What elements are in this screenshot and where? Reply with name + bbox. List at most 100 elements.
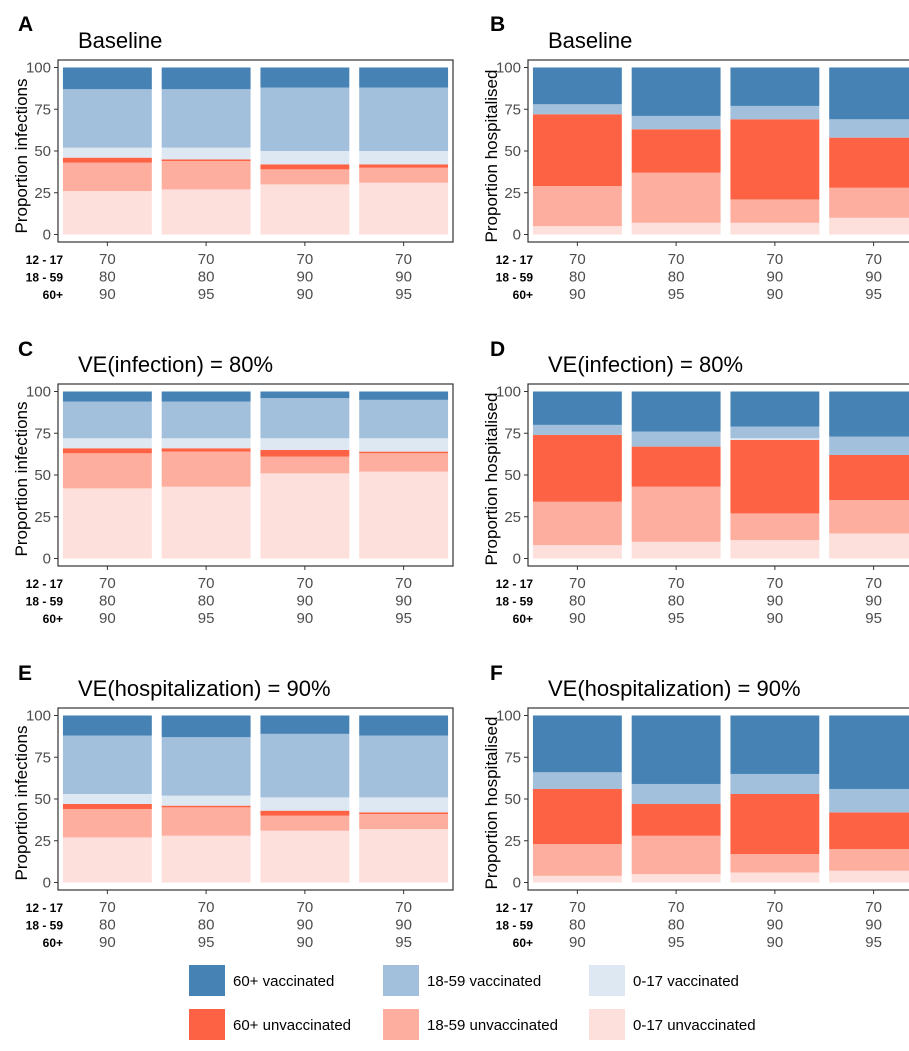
plot-border bbox=[527, 59, 909, 243]
bar-segment-60-vaccinated bbox=[730, 715, 820, 774]
y-axis-label-c: Proportion infections bbox=[12, 402, 31, 557]
bar-segment-0-17-vaccinated bbox=[161, 438, 251, 449]
coverage-label: 80 bbox=[668, 917, 685, 934]
bar-segment-18-59-vaccinated bbox=[730, 773, 820, 794]
bar-segment-60-unvaccinated bbox=[532, 434, 622, 502]
legend-label: 0-17 unvaccinated bbox=[633, 1017, 756, 1034]
coverage-label: 70 bbox=[569, 575, 586, 592]
bar-segment-0-17-unvaccinated bbox=[532, 226, 622, 235]
bar-segment-18-59-vaccinated bbox=[161, 401, 251, 439]
age-group-label: 18 - 59 bbox=[496, 595, 534, 609]
legend-item-0-17-vaccinated: 0-17 vaccinated bbox=[589, 965, 739, 996]
coverage-label: 90 bbox=[395, 917, 412, 934]
bar-segment-18-59-unvaccinated bbox=[161, 451, 251, 487]
legend-swatch bbox=[383, 1009, 419, 1040]
bar-segment-60-vaccinated bbox=[730, 67, 820, 106]
age-group-label: 18 - 59 bbox=[26, 919, 64, 933]
bar-segment-60-vaccinated bbox=[62, 391, 152, 402]
bar-segment-60-vaccinated bbox=[829, 391, 909, 437]
bar-segment-60-unvaccinated bbox=[829, 812, 909, 850]
coverage-label: 70 bbox=[99, 899, 116, 916]
bar-segment-60-vaccinated bbox=[532, 67, 622, 105]
bar-segment-18-59-vaccinated bbox=[631, 783, 721, 805]
bar-segment-60-vaccinated bbox=[260, 715, 350, 734]
bar-segment-60-vaccinated bbox=[631, 715, 721, 784]
bar-segment-18-59-unvaccinated bbox=[829, 849, 909, 871]
coverage-label: 70 bbox=[198, 575, 215, 592]
coverage-label: 90 bbox=[99, 934, 116, 951]
y-axis-label-a: Proportion infections bbox=[12, 79, 31, 234]
y-tick-label: 25 bbox=[34, 185, 51, 202]
bar-segment-0-17-unvaccinated bbox=[532, 875, 622, 883]
legend-label: 60+ unvaccinated bbox=[233, 1017, 351, 1034]
coverage-label: 90 bbox=[865, 593, 882, 610]
bar-segment-0-17-vaccinated bbox=[730, 438, 820, 440]
bar-segment-0-17-unvaccinated bbox=[631, 222, 721, 235]
bar-segment-0-17-unvaccinated bbox=[260, 473, 350, 559]
legend-label: 18-59 unvaccinated bbox=[427, 1017, 558, 1034]
coverage-label: 90 bbox=[297, 593, 314, 610]
coverage-label: 80 bbox=[99, 593, 116, 610]
legend: 60+ vaccinated 18-59 vaccinated 0-17 vacci… bbox=[189, 965, 756, 1040]
coverage-label: 90 bbox=[767, 269, 784, 286]
y-tick-label: 0 bbox=[43, 227, 51, 244]
bar-segment-0-17-unvaccinated bbox=[62, 837, 152, 883]
y-tick-label: 75 bbox=[34, 425, 51, 442]
bar-segment-60-unvaccinated bbox=[161, 448, 251, 452]
age-group-label: 12 - 17 bbox=[26, 901, 64, 915]
chart-title-b: Baseline bbox=[548, 28, 632, 53]
plot-border bbox=[527, 383, 909, 567]
plot-border bbox=[57, 707, 454, 891]
age-group-label: 18 - 59 bbox=[26, 595, 64, 609]
plot-border bbox=[57, 59, 454, 243]
coverage-label: 70 bbox=[668, 575, 685, 592]
coverage-label: 70 bbox=[297, 251, 314, 268]
coverage-label: 80 bbox=[569, 917, 586, 934]
coverage-label: 90 bbox=[767, 934, 784, 951]
bar-segment-60-vaccinated bbox=[631, 67, 721, 116]
coverage-label: 95 bbox=[395, 610, 412, 627]
bar-segment-18-59-unvaccinated bbox=[631, 486, 721, 542]
chart-title-f: VE(hospitalization) = 90% bbox=[548, 676, 801, 701]
coverage-label: 80 bbox=[569, 593, 586, 610]
bar-segment-60-unvaccinated bbox=[829, 137, 909, 188]
y-tick-label: 50 bbox=[34, 467, 51, 484]
coverage-label: 80 bbox=[99, 269, 116, 286]
bar-segment-60-unvaccinated bbox=[260, 810, 350, 816]
bar-segment-0-17-vaccinated bbox=[260, 151, 350, 165]
legend-item-60-vaccinated: 60+ vaccinated bbox=[189, 965, 334, 996]
bar-segment-18-59-vaccinated bbox=[260, 398, 350, 439]
bar-segment-18-59-vaccinated bbox=[359, 399, 449, 439]
coverage-label: 70 bbox=[668, 251, 685, 268]
age-group-label: 60+ bbox=[513, 936, 533, 950]
legend-item-0-17-unvaccinated: 0-17 unvaccinated bbox=[589, 1009, 756, 1040]
bar-segment-60-unvaccinated bbox=[161, 805, 251, 808]
bar-segment-18-59-unvaccinated bbox=[829, 187, 909, 218]
y-tick-label: 75 bbox=[504, 425, 521, 442]
coverage-label: 80 bbox=[668, 593, 685, 610]
coverage-label: 70 bbox=[767, 575, 784, 592]
bar-segment-0-17-vaccinated bbox=[359, 797, 449, 813]
bar-segment-18-59-unvaccinated bbox=[260, 169, 350, 185]
bar-segment-0-17-unvaccinated bbox=[161, 189, 251, 235]
bar-segment-18-59-unvaccinated bbox=[62, 809, 152, 838]
coverage-label: 70 bbox=[865, 251, 882, 268]
bar-segment-18-59-unvaccinated bbox=[161, 807, 251, 836]
y-tick-label: 75 bbox=[34, 749, 51, 766]
age-group-label: 12 - 17 bbox=[26, 253, 64, 267]
bar-segment-18-59-unvaccinated bbox=[532, 844, 622, 876]
age-group-label: 12 - 17 bbox=[496, 901, 534, 915]
y-tick-label: 50 bbox=[34, 791, 51, 808]
chart-title-e: VE(hospitalization) = 90% bbox=[78, 676, 331, 701]
bar-segment-0-17-vaccinated bbox=[359, 438, 449, 452]
bar-segment-60-unvaccinated bbox=[62, 157, 152, 163]
coverage-label: 70 bbox=[668, 899, 685, 916]
bar-segment-60-unvaccinated bbox=[631, 129, 721, 173]
coverage-label: 90 bbox=[297, 286, 314, 303]
bar-segment-0-17-vaccinated bbox=[62, 147, 152, 158]
y-axis-label-e: Proportion infections bbox=[12, 726, 31, 881]
coverage-label: 90 bbox=[569, 934, 586, 951]
coverage-label: 95 bbox=[198, 934, 215, 951]
coverage-label: 90 bbox=[395, 593, 412, 610]
